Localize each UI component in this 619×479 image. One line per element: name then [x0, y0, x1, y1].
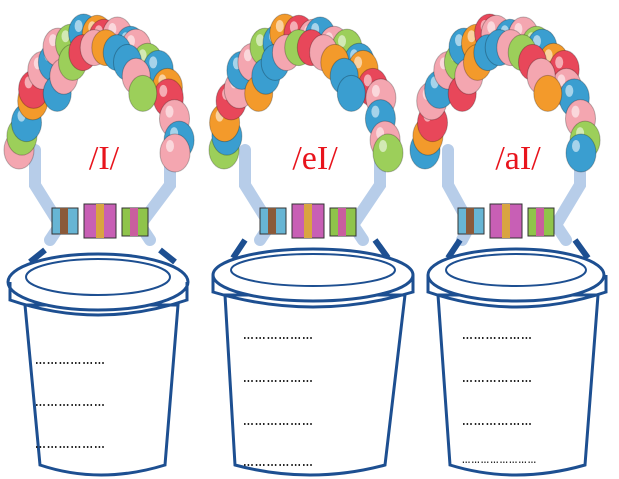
answer-line[interactable]: ……………… — [462, 368, 533, 388]
answer-line[interactable]: ……………… — [243, 368, 314, 388]
basket-1-art — [6, 144, 190, 477]
basket-1: /I/ ……………… ……………… ……………… — [0, 0, 205, 479]
phoneme-label: /eI/ — [292, 140, 338, 177]
answer-line[interactable]: ……………… — [35, 434, 106, 454]
answer-line[interactable]: ……………… — [462, 411, 533, 431]
answer-line[interactable]: …………………… — [462, 452, 538, 468]
basket-2-art — [211, 144, 415, 477]
answer-line[interactable]: ……………… — [462, 325, 533, 345]
answer-line[interactable]: ……………… — [35, 392, 106, 412]
basket-3: /aI/ ……………… ……………… ……………… …………………… — [420, 0, 619, 479]
gift-box-icon — [51, 203, 149, 239]
answer-line[interactable]: ……………… — [243, 411, 314, 431]
answer-line[interactable]: ……………… — [243, 452, 314, 472]
gift-box-icon — [457, 203, 555, 239]
basket-3-art — [426, 144, 608, 477]
gift-box-icon — [259, 203, 357, 239]
answer-line[interactable]: ……………… — [243, 325, 314, 345]
phoneme-label: /aI/ — [495, 140, 541, 177]
phoneme-label: /I/ — [88, 140, 120, 177]
basket-2: /eI/ ……………… ……………… ……………… ……………… — [205, 0, 420, 479]
answer-line[interactable]: ……………… — [35, 350, 106, 370]
